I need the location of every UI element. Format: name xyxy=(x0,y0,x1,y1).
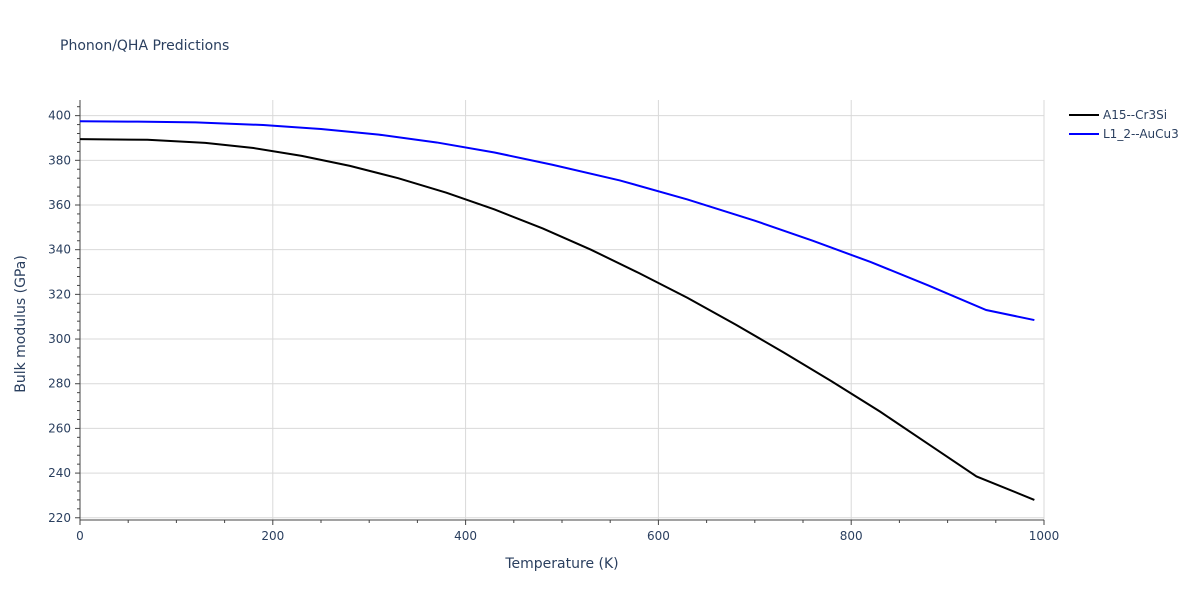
series-line-0 xyxy=(79,138,1035,501)
legend: A15--Cr3Si L1_2--AuCu3 xyxy=(1069,108,1179,141)
y-tick-label: 300 xyxy=(48,332,71,346)
y-tick-label: 240 xyxy=(48,466,71,480)
y-tick-label: 320 xyxy=(48,287,71,301)
series-layer xyxy=(79,120,1035,501)
y-tick-label: 400 xyxy=(48,109,71,123)
grid-layer xyxy=(80,100,1045,520)
x-tick-label: 600 xyxy=(647,529,670,543)
y-tick-label: 360 xyxy=(48,198,71,212)
y-tick-label: 380 xyxy=(48,153,71,167)
y-axis-title: Bulk modulus (GPa) xyxy=(13,255,29,393)
legend-label: A15--Cr3Si xyxy=(1103,108,1167,122)
x-tick-label: 200 xyxy=(261,529,284,543)
x-tick-label: 0 xyxy=(76,529,84,543)
y-tick-label: 220 xyxy=(48,511,71,525)
x-tick-label: 1000 xyxy=(1029,529,1060,543)
x-axis-title: Temperature (K) xyxy=(504,556,618,572)
y-tick-label: 280 xyxy=(48,377,71,391)
x-tick-label: 800 xyxy=(840,529,863,543)
y-tick-label: 260 xyxy=(48,421,71,435)
series-line-1 xyxy=(79,120,1035,322)
y-tick-label: 340 xyxy=(48,243,71,257)
x-tick-label: 400 xyxy=(454,529,477,543)
legend-label: L1_2--AuCu3 xyxy=(1103,127,1179,141)
axes-layer: 0 200 400 600 800 1000 220 240 260 280 300 320 340 36… xyxy=(48,100,1059,543)
chart-title: Phonon/QHA Predictions xyxy=(60,38,229,54)
